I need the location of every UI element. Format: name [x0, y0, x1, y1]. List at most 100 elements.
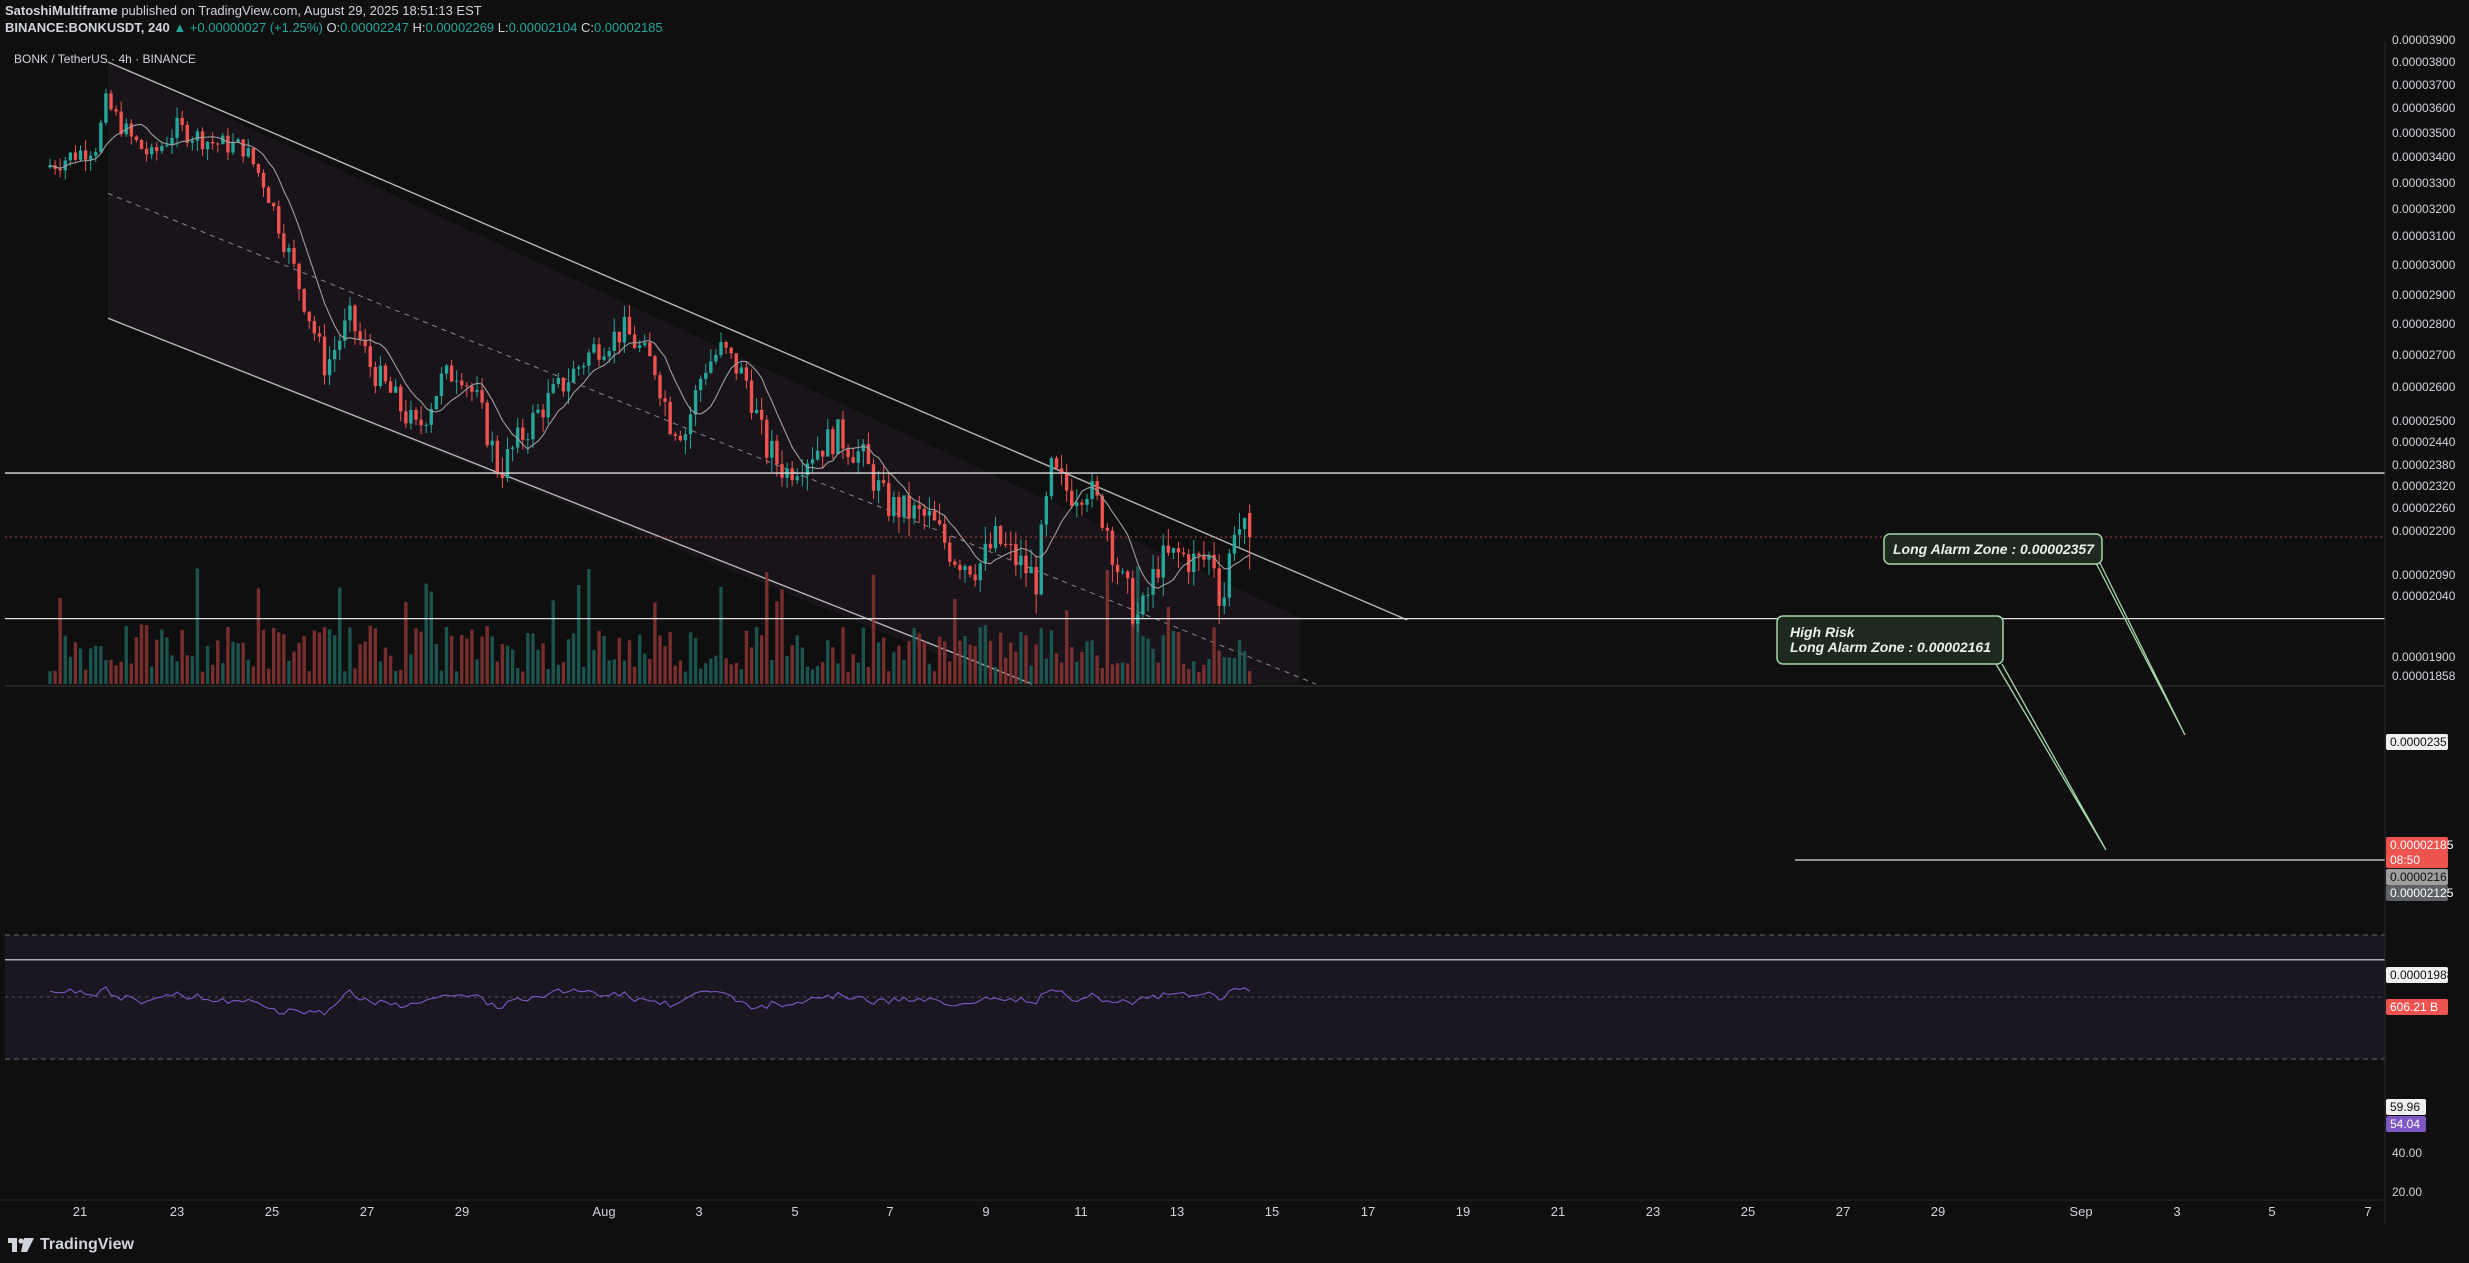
volume-bar	[729, 664, 733, 684]
tradingview-logo[interactable]: TradingView	[8, 1236, 134, 1254]
volume-bar	[826, 640, 830, 684]
chart-canvas[interactable]: Long Alarm Zone : 0.00002357 High RiskLon…	[0, 0, 2469, 1232]
volume-bar	[632, 666, 637, 684]
open-label: O:	[326, 20, 341, 35]
brand-name: TradingView	[40, 1236, 134, 1253]
candle-body	[871, 464, 876, 491]
candle-body	[419, 419, 423, 426]
candle-body	[393, 386, 398, 393]
candle-body	[937, 520, 942, 524]
candle-body	[343, 320, 347, 341]
price-tick-label: 0.00002320	[2392, 479, 2456, 493]
price-tick-label: 0.00003900	[2392, 33, 2456, 47]
volume-bar	[368, 625, 372, 684]
volume-bar	[210, 664, 215, 684]
volume-bar	[226, 626, 230, 684]
candle-body	[317, 333, 322, 337]
candle-body	[99, 122, 103, 153]
candle-body	[739, 367, 744, 374]
symbol-label[interactable]: BINANCE:BONKUSDT, 240	[5, 20, 170, 35]
candle-body	[449, 365, 454, 382]
price-tick-label: 0.00003700	[2392, 78, 2456, 92]
candle-body	[1059, 468, 1064, 473]
publisher-name[interactable]: SatoshiMultiframe	[5, 3, 118, 18]
volume-bar	[205, 645, 210, 684]
volume-bar	[927, 663, 932, 684]
volume-bar	[510, 649, 515, 684]
volume-bar	[897, 645, 901, 684]
volume-bar	[1171, 630, 1176, 684]
annotations[interactable]: Long Alarm Zone : 0.00002357 High RiskLon…	[1776, 533, 2186, 851]
ohlc-line: BINANCE:BONKUSDT, 240 ▲ +0.00000027 (+1.…	[5, 20, 663, 35]
candle-body	[170, 137, 174, 145]
volume-bar	[1197, 671, 1201, 684]
price-tick-label: 0.00002200	[2392, 524, 2456, 538]
date-tick-label: 27	[360, 1204, 374, 1219]
candle-body	[856, 451, 860, 463]
candle-body	[302, 289, 306, 312]
candle-body	[1156, 569, 1160, 578]
volume-bar	[221, 663, 225, 684]
chart-header: SatoshiMultiframe published on TradingVi…	[0, 0, 2469, 42]
candle-body	[876, 480, 881, 491]
price-axis[interactable]: 0.00003900 0.00003800 0.00003700 0.00003600…	[2384, 33, 2456, 1225]
volume-bar	[780, 589, 784, 684]
candle-body	[1237, 529, 1242, 535]
date-tick-label: 29	[455, 1204, 469, 1219]
pane-title: BONK / TetherUS · 4h · BINANCE	[14, 52, 196, 66]
candle-body	[648, 342, 652, 357]
candle-body	[1166, 545, 1171, 553]
volume-bar	[1212, 627, 1216, 684]
volume-bar	[94, 645, 98, 684]
candle-body	[439, 373, 444, 397]
time-axis[interactable]: 21 23 25 27 29 Aug 3 5 7 9 11 13 15 17 19 21 23 25 27 29 Sep…	[0, 1199, 2385, 1219]
volume-bar	[561, 662, 566, 684]
candle-body	[765, 419, 769, 458]
candle-body	[841, 419, 845, 449]
candle-body	[1151, 569, 1155, 595]
volume-bar	[678, 660, 683, 684]
volume-bar	[190, 656, 195, 684]
volume-bar	[282, 634, 286, 684]
candle-body	[1120, 571, 1125, 573]
volume-bar	[1095, 655, 1099, 684]
candle-body	[185, 124, 189, 143]
volume-bar	[292, 651, 296, 684]
volume-bar	[521, 671, 525, 684]
candle-body	[1171, 548, 1176, 553]
candle-body	[165, 144, 169, 147]
footer: TradingView	[0, 1232, 2469, 1263]
annotation-pointer	[1995, 663, 2107, 851]
date-tick-label: Sep	[2069, 1204, 2092, 1219]
volume-bar	[119, 661, 123, 684]
candle-body	[851, 457, 855, 463]
candle-body	[139, 139, 144, 149]
volume-bar	[993, 666, 998, 684]
candle-body	[820, 450, 825, 457]
rsi-tag-label: 54.04	[2390, 1117, 2420, 1131]
volume-bar	[1120, 662, 1125, 684]
volume-bars	[48, 566, 1252, 684]
volume-bar	[307, 671, 311, 684]
candle-body	[277, 206, 281, 234]
candle-body	[1105, 527, 1110, 531]
price-tick-label: 0.00003300	[2392, 176, 2456, 190]
volume-bar	[734, 662, 738, 684]
rsi-tick-label: 20.00	[2392, 1185, 2422, 1199]
candle-body	[78, 150, 83, 160]
annotation-box	[1883, 533, 2103, 565]
rsi-tag	[2386, 1116, 2426, 1132]
candle-body	[1202, 555, 1206, 560]
candle-body	[180, 117, 184, 125]
candle-body	[521, 427, 525, 440]
candle-body	[714, 355, 718, 362]
volume-bar	[353, 668, 357, 684]
volume-bar	[348, 627, 352, 684]
candle-body	[495, 440, 500, 473]
candle-body	[190, 140, 195, 143]
candle-body	[327, 359, 332, 376]
volume-bar	[454, 671, 459, 684]
candle-body	[1100, 495, 1104, 528]
candle-body	[1014, 544, 1018, 566]
candle-body	[73, 152, 78, 160]
